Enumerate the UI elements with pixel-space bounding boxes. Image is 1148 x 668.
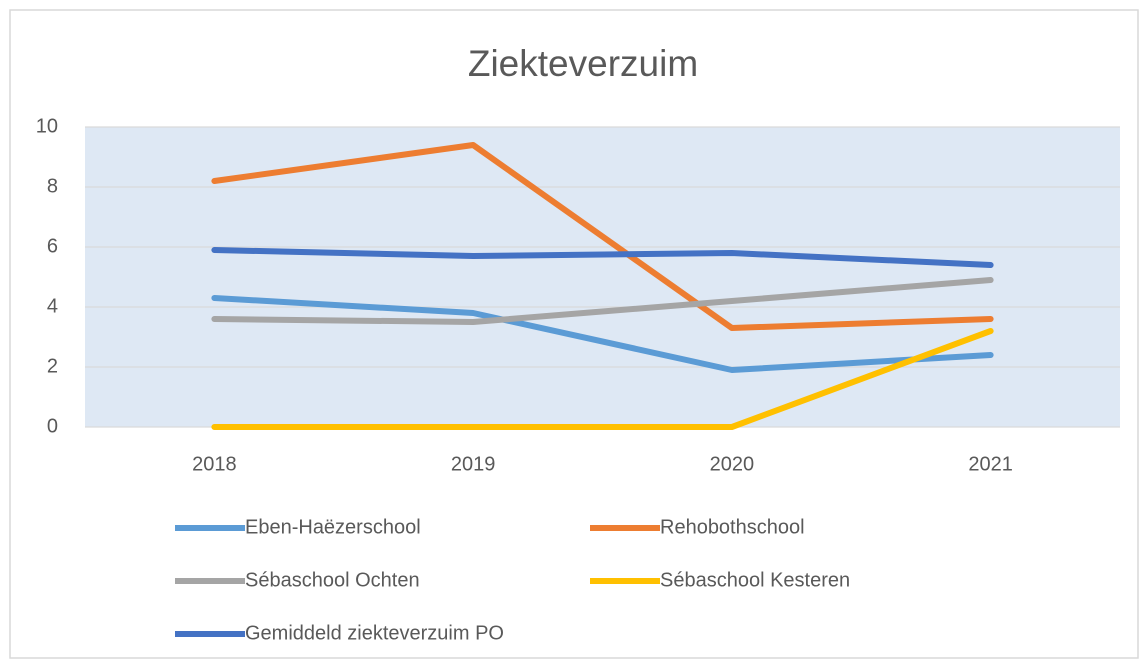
legend-label: Rehobothschool xyxy=(660,516,805,538)
series-line xyxy=(211,277,994,325)
x-tick-label: 2018 xyxy=(192,453,237,475)
legend-label: Sébaschool Ochten xyxy=(245,569,420,591)
y-tick-label: 4 xyxy=(47,295,58,317)
y-tick-label: 2 xyxy=(47,355,58,377)
y-tick-label: 10 xyxy=(36,115,58,137)
series-line xyxy=(211,295,994,373)
series-line xyxy=(211,328,994,430)
chart-title: Ziekteverzuim xyxy=(468,43,698,84)
y-tick-label: 8 xyxy=(47,175,58,197)
legend-label: Gemiddeld ziekteverzuim PO xyxy=(245,622,504,644)
series-line xyxy=(211,247,994,268)
x-tick-label: 2020 xyxy=(710,453,755,475)
legend-label: Eben-Haëzerschool xyxy=(245,516,421,538)
plot-area xyxy=(85,127,1120,427)
y-tick-label: 6 xyxy=(47,235,58,257)
legend-label: Sébaschool Kesteren xyxy=(660,569,850,591)
y-tick-label: 0 xyxy=(47,415,58,437)
series-line xyxy=(211,142,994,331)
x-tick-label: 2021 xyxy=(968,453,1013,475)
x-tick-label: 2019 xyxy=(451,453,496,475)
